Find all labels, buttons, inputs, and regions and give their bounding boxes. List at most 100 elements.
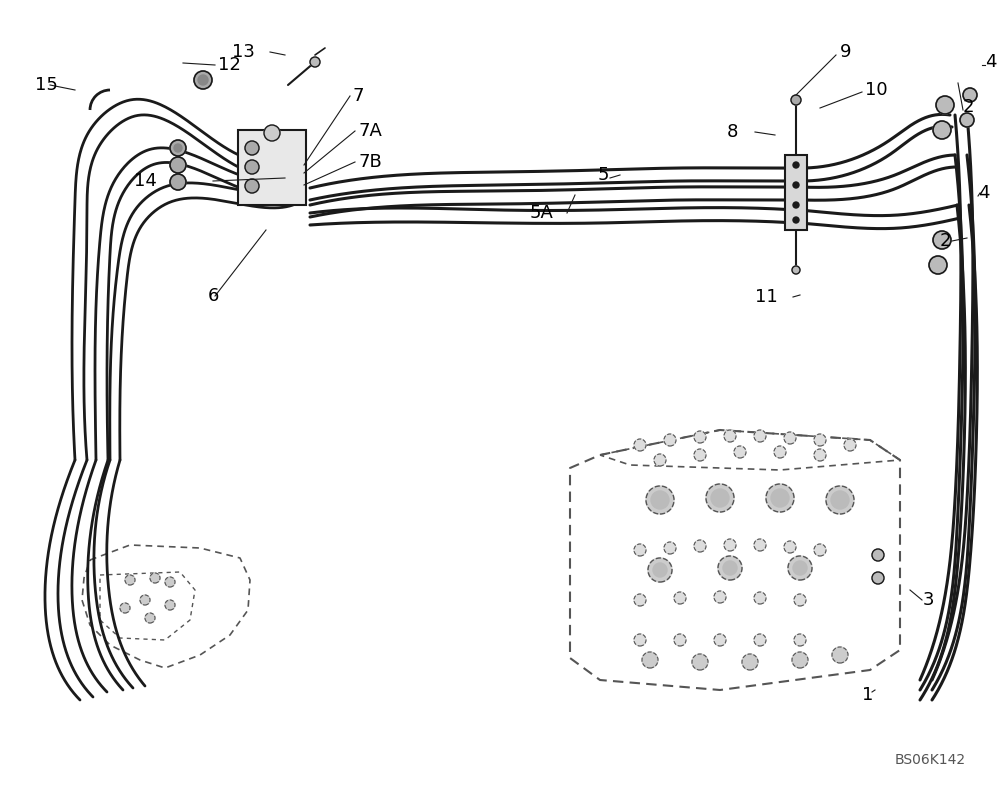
- Text: 6: 6: [208, 287, 219, 305]
- Circle shape: [664, 434, 676, 446]
- Circle shape: [310, 57, 320, 67]
- Circle shape: [714, 591, 726, 603]
- Circle shape: [150, 573, 160, 583]
- Circle shape: [754, 592, 766, 604]
- Circle shape: [694, 449, 706, 461]
- Circle shape: [170, 157, 186, 173]
- Circle shape: [832, 647, 848, 663]
- Circle shape: [814, 544, 826, 556]
- Text: 7A: 7A: [358, 122, 382, 140]
- Circle shape: [754, 430, 766, 442]
- Circle shape: [734, 446, 746, 458]
- Circle shape: [674, 592, 686, 604]
- Circle shape: [754, 539, 766, 551]
- Text: 3: 3: [923, 591, 934, 609]
- Circle shape: [933, 121, 951, 139]
- Circle shape: [792, 266, 800, 274]
- Circle shape: [170, 140, 186, 156]
- Circle shape: [872, 549, 884, 561]
- Circle shape: [165, 577, 175, 587]
- Circle shape: [793, 202, 799, 208]
- Text: 7: 7: [353, 87, 364, 105]
- Text: 13: 13: [232, 43, 255, 61]
- Text: 5A: 5A: [529, 204, 553, 222]
- Circle shape: [664, 542, 676, 554]
- Circle shape: [245, 179, 259, 193]
- Text: 2: 2: [963, 98, 974, 116]
- Circle shape: [831, 491, 849, 509]
- Circle shape: [793, 182, 799, 188]
- Circle shape: [706, 484, 734, 512]
- Circle shape: [692, 654, 708, 670]
- Circle shape: [788, 556, 812, 580]
- Circle shape: [742, 654, 758, 670]
- Circle shape: [694, 431, 706, 443]
- Circle shape: [960, 113, 974, 127]
- Text: 8: 8: [727, 123, 738, 141]
- Circle shape: [784, 432, 796, 444]
- Text: 15: 15: [35, 76, 58, 94]
- Circle shape: [654, 454, 666, 466]
- Circle shape: [245, 141, 259, 155]
- Circle shape: [694, 540, 706, 552]
- Circle shape: [936, 96, 954, 114]
- Text: 12: 12: [218, 56, 241, 74]
- Circle shape: [963, 88, 977, 102]
- Circle shape: [793, 217, 799, 223]
- Circle shape: [634, 544, 646, 556]
- Circle shape: [771, 489, 789, 507]
- Circle shape: [723, 561, 737, 575]
- Circle shape: [872, 572, 884, 584]
- Circle shape: [245, 160, 259, 174]
- Circle shape: [264, 125, 280, 141]
- Circle shape: [814, 449, 826, 461]
- Circle shape: [933, 231, 951, 249]
- Circle shape: [170, 174, 186, 190]
- Circle shape: [794, 634, 806, 646]
- Circle shape: [711, 489, 729, 507]
- Circle shape: [140, 595, 150, 605]
- Circle shape: [165, 600, 175, 610]
- Circle shape: [634, 594, 646, 606]
- FancyBboxPatch shape: [238, 130, 306, 205]
- Circle shape: [784, 541, 796, 553]
- Circle shape: [826, 486, 854, 514]
- Text: 2: 2: [940, 232, 952, 250]
- Circle shape: [648, 558, 672, 582]
- Text: 10: 10: [865, 81, 888, 99]
- Circle shape: [198, 75, 208, 85]
- Circle shape: [646, 486, 674, 514]
- Circle shape: [794, 594, 806, 606]
- Text: BS06K142: BS06K142: [895, 753, 966, 767]
- Text: 4: 4: [985, 53, 996, 71]
- Circle shape: [754, 634, 766, 646]
- Circle shape: [194, 71, 212, 89]
- Circle shape: [766, 484, 794, 512]
- Circle shape: [793, 561, 807, 575]
- Circle shape: [125, 575, 135, 585]
- Text: 11: 11: [755, 288, 778, 306]
- Circle shape: [674, 634, 686, 646]
- Circle shape: [653, 563, 667, 577]
- Text: 1: 1: [862, 686, 873, 704]
- Circle shape: [174, 144, 182, 152]
- Circle shape: [814, 434, 826, 446]
- Text: 7B: 7B: [358, 153, 382, 171]
- Circle shape: [120, 603, 130, 613]
- Circle shape: [724, 430, 736, 442]
- Circle shape: [791, 95, 801, 105]
- Circle shape: [634, 439, 646, 451]
- Circle shape: [145, 613, 155, 623]
- Circle shape: [792, 652, 808, 668]
- Circle shape: [642, 652, 658, 668]
- Circle shape: [714, 634, 726, 646]
- Circle shape: [793, 162, 799, 168]
- Circle shape: [634, 634, 646, 646]
- Bar: [785, 155, 807, 230]
- Circle shape: [724, 539, 736, 551]
- Text: 14: 14: [134, 172, 157, 190]
- Text: 9: 9: [840, 43, 852, 61]
- Circle shape: [929, 256, 947, 274]
- Circle shape: [651, 491, 669, 509]
- Circle shape: [718, 556, 742, 580]
